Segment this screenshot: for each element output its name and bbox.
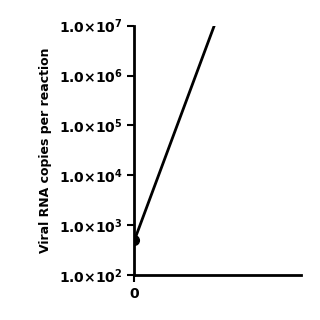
Y-axis label: Viral RNA copies per reaction: Viral RNA copies per reaction — [39, 48, 52, 253]
